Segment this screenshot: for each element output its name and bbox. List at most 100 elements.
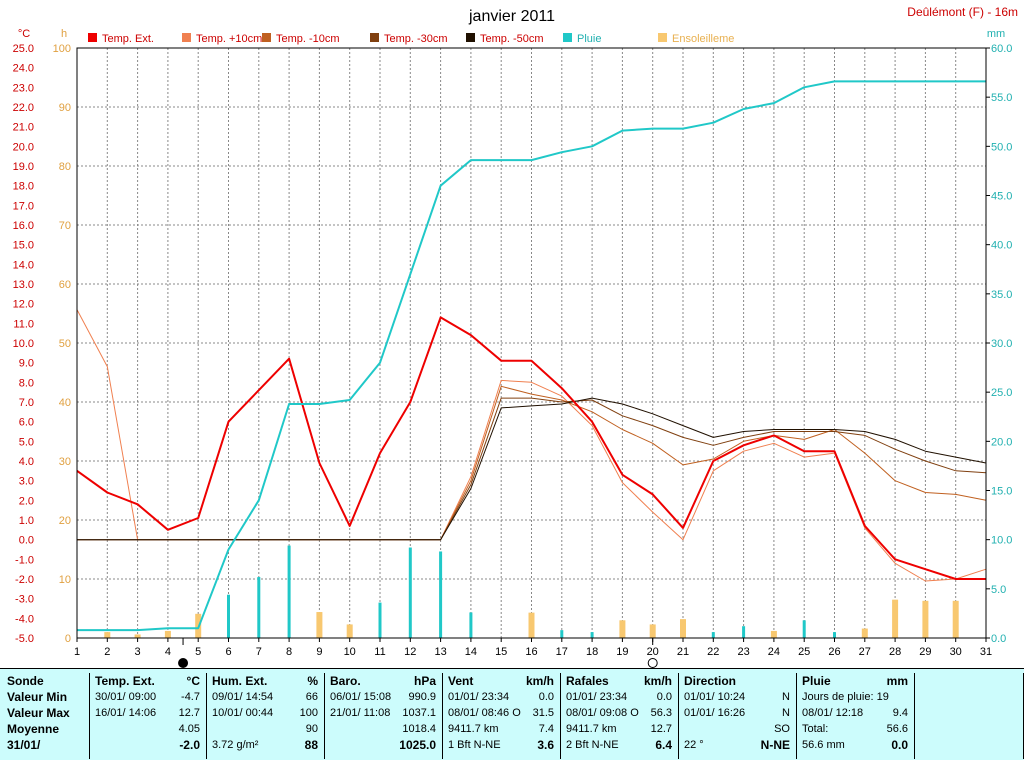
panel-cell-info: 22 °: [684, 739, 704, 751]
panel-cell-value: -2.0: [179, 738, 200, 752]
panel-header: Temp. Ext. °C: [90, 673, 206, 689]
panel-cell-value: 31.5: [532, 707, 554, 719]
panel-cell-info: 08/01/ 09:08 O: [566, 707, 639, 719]
temp-tick-label: -1.0: [15, 554, 34, 566]
panel-row: Valeur Min: [0, 689, 89, 705]
panel-header: Baro. hPa: [325, 673, 442, 689]
x-tick-label: 16: [525, 646, 537, 658]
temp-tick-label: -2.0: [15, 574, 34, 586]
panel-header: Rafales km/h: [561, 673, 678, 689]
panel-cell-value: 9.4: [892, 707, 908, 719]
series-line-pluie: [77, 80, 986, 632]
panel-cell-value: 12.7: [650, 723, 672, 735]
panel-row: 01/01/ 16:26 N: [679, 705, 796, 721]
x-tick-label: 6: [225, 646, 231, 658]
station-label: Deûlémont (F) - 16m: [907, 5, 1018, 19]
temp-tick-label: 4.0: [19, 456, 34, 468]
rain-bar: [378, 602, 382, 638]
panel-row-label: Moyenne: [7, 722, 60, 736]
panel-header-unit: mm: [886, 674, 908, 688]
panel-column: Direction 01/01/ 10:24 N 01/01/ 16:26 N SO 22 …: [679, 673, 797, 759]
series-line-temp-30cm: [77, 397, 987, 541]
panel-cell-info: 2 Bft N-NE: [566, 739, 619, 751]
panel-cell-value: 1018.4: [402, 723, 436, 735]
panel-header: Vent km/h: [443, 673, 560, 689]
panel-cell-info: 06/01/ 15:08: [330, 691, 392, 703]
hours-tick-label: 60: [59, 279, 71, 291]
x-tick-label: 30: [950, 646, 962, 658]
temp-tick-label: 24.0: [13, 63, 34, 75]
x-tick-label: 29: [919, 646, 931, 658]
panel-row: 21/01/ 11:08 1037.1: [325, 705, 442, 721]
panel-cell-value: 990.9: [408, 691, 436, 703]
sunshine-bar: [770, 630, 777, 638]
panel-cell-value: 7.4: [538, 723, 554, 735]
panel-header-unit: °C: [186, 674, 200, 688]
temp-tick-label: 8.0: [19, 377, 34, 389]
panel-cell-value: 0.0: [538, 691, 554, 703]
x-tick-label: 18: [586, 646, 598, 658]
panel-cell-info: 01/01/ 16:26: [684, 707, 746, 719]
panel-cell-value: 3.6: [537, 738, 554, 752]
panel-cell-info: 10/01/ 00:44: [212, 707, 274, 719]
temp-tick-label: 9.0: [19, 358, 34, 370]
sunshine-bar: [922, 600, 929, 638]
temp-tick-label: 16.0: [13, 220, 34, 232]
panel-cell-value: N: [782, 707, 790, 719]
panel-row-label: Valeur Max: [7, 706, 70, 720]
panel-header: Pluie mm: [797, 673, 914, 689]
series-line-temp-50cm: [77, 397, 987, 541]
temp-tick-label: 14.0: [13, 259, 34, 271]
panel-header-title: Vent: [448, 674, 474, 688]
legend-label: Temp. -50cm: [480, 33, 544, 45]
panel-header-unit: km/h: [643, 674, 672, 688]
panel-row: 1018.4: [325, 721, 442, 737]
legend-label: Temp. -10cm: [276, 33, 340, 45]
rain-bar: [408, 547, 412, 638]
sunshine-bar: [164, 630, 171, 638]
panel-cell-value: 4.05: [178, 723, 200, 735]
temp-tick-label: 11.0: [13, 318, 34, 330]
panel-header-unit: hPa: [413, 674, 436, 688]
panel-row: 01/01/ 10:24 N: [679, 689, 796, 705]
sunshine-bar: [680, 619, 686, 638]
panel-cell-info: 9411.7 km: [566, 723, 617, 735]
x-tick-label: 14: [465, 646, 477, 658]
hours-tick-label: 30: [59, 456, 71, 468]
panel-column: Temp. Ext. °C 30/01/ 09:00 -4.7 16/01/ 14:06…: [90, 673, 207, 759]
grid: [77, 48, 986, 638]
x-tick-label: 10: [344, 646, 356, 658]
panel-row: Total: 56.6: [797, 721, 914, 737]
legend-swatch: [88, 33, 97, 42]
panel-cell-value: SO: [774, 723, 790, 735]
rain-bar: [227, 594, 230, 638]
sunshine-bar: [528, 612, 535, 638]
panel-row: 10/01/ 00:44 100: [207, 705, 324, 721]
rain-tick-label: 40.0: [991, 240, 1012, 252]
rain-tick-label: 45.0: [991, 191, 1012, 203]
x-tick-label: 12: [404, 646, 416, 658]
rain-tick-label: 20.0: [991, 436, 1012, 448]
panel-header-title: Temp. Ext.: [95, 674, 155, 688]
temp-tick-label: -5.0: [15, 633, 34, 645]
temp-tick-label: 2.0: [19, 495, 34, 507]
series-line-temp-10cm: [77, 385, 987, 541]
panel-cell-info: 08/01/ 08:46 O: [448, 707, 521, 719]
x-tick-label: 1: [74, 646, 80, 658]
hours-tick-label: 50: [59, 338, 71, 350]
panel-cell-value: 6.4: [655, 738, 672, 752]
rain-bar: [590, 632, 594, 638]
temp-tick-label: -3.0: [15, 594, 34, 606]
panel-cell-info: 3.72 g/m²: [212, 739, 259, 751]
legend-label: Temp. -30cm: [384, 33, 448, 45]
legend-label: Ensoleilleme: [672, 33, 734, 45]
sunshine-bar: [952, 600, 959, 638]
legend: Temp. Ext. Temp. +10cm Temp. -10cm Temp. -3…: [88, 33, 734, 45]
rain-bar: [711, 632, 715, 638]
panel-column: [915, 673, 1024, 759]
legend-swatch: [370, 33, 379, 42]
panel-cell-value: 100: [299, 707, 318, 719]
panel-column: Sonde Valeur Min Valeur Max Moyenne 31/01/: [0, 673, 90, 759]
temp-tick-label: 17.0: [13, 200, 34, 212]
sunshine-bar: [104, 632, 111, 638]
